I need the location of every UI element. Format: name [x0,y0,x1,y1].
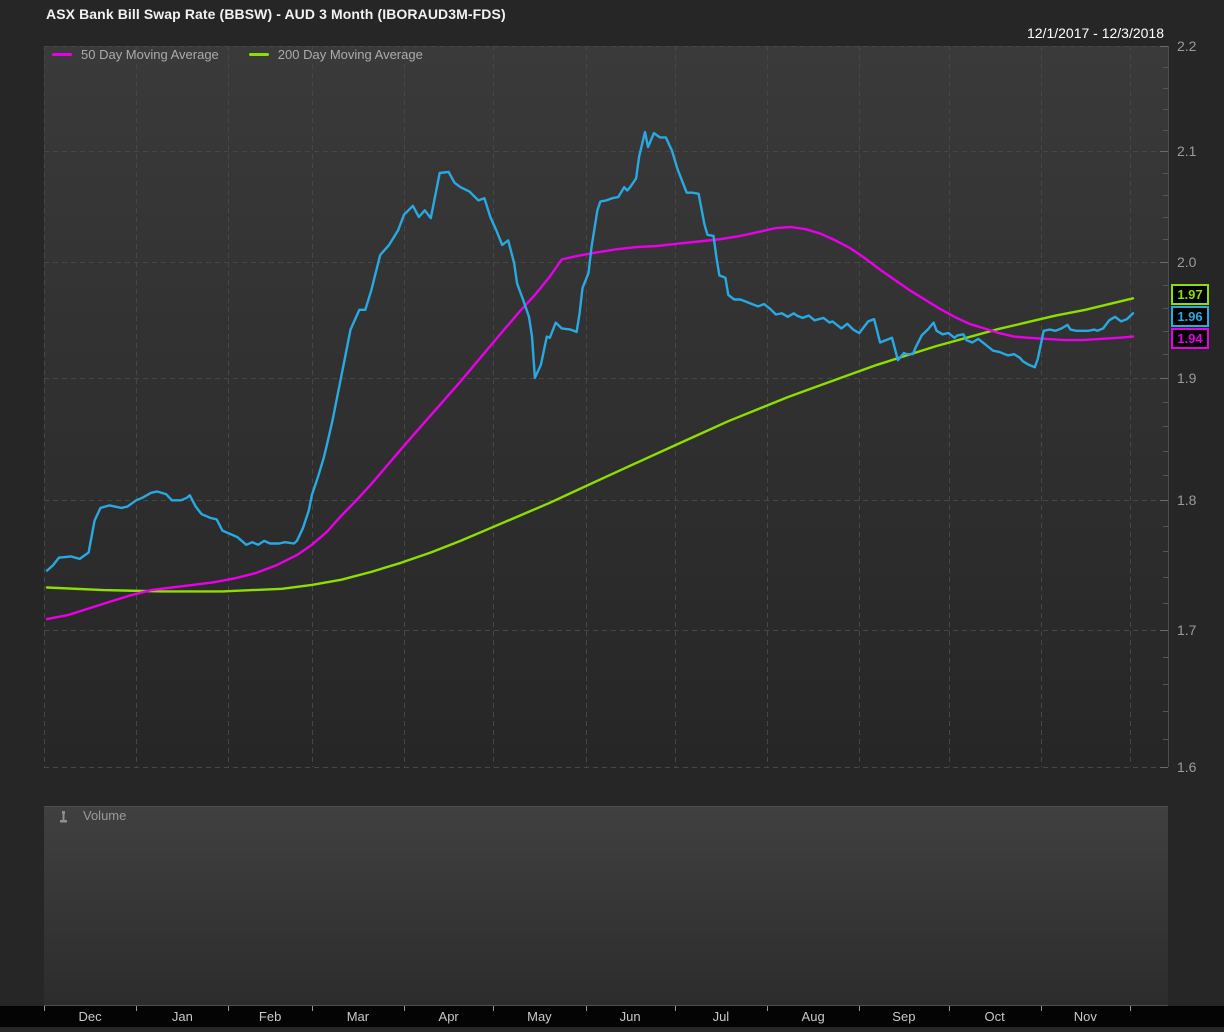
month-label-apr: Apr [438,1009,459,1024]
ma200-line-swatch-icon [248,53,269,56]
date-range-label: 12/1/2017 - 12/3/2018 [1026,25,1164,41]
month-label-oct: Oct [984,1009,1005,1024]
series-line-bbsw-aud-3-month [45,130,1135,572]
month-label-sep: Sep [892,1009,916,1024]
month-strip [0,1006,1224,1027]
last-value-box-50-day-moving-average: 1.94 [1171,328,1209,349]
legend-item-200dma: 200 Day Moving Average [248,47,423,62]
series-line-50-day-moving-average [45,225,1135,621]
month-label-dec: Dec [78,1009,102,1024]
month-label-aug: Aug [801,1009,825,1024]
month-label-mar: Mar [346,1009,370,1024]
page-title: ASX Bank Bill Swap Rate (BBSW) - AUD 3 M… [46,6,506,22]
legend: 50 Day Moving Average 200 Day Moving Ave… [52,47,423,62]
y-axis-label: 2.2 [1177,38,1197,54]
month-label-jan: Jan [171,1009,193,1024]
y-axis-label: 1.9 [1177,370,1197,386]
volume-plot-area[interactable] [44,806,1168,1006]
legend-item-50dma: 50 Day Moving Average [52,47,219,62]
y-axis-label: 2.1 [1177,143,1197,159]
y-axis-label: 1.8 [1177,492,1197,508]
month-label-jul: Jul [712,1009,730,1024]
ma50-line-swatch-icon [52,53,72,56]
y-axis-label: 2.0 [1177,254,1197,270]
month-label-jun: Jun [619,1009,641,1024]
legend-label-50dma: 50 Day Moving Average [81,47,219,62]
legend-label-200dma: 200 Day Moving Average [277,47,423,62]
month-label-may: May [527,1009,552,1024]
last-value-box-price: 1.96 [1171,306,1209,327]
price-plot-area[interactable] [44,46,1168,767]
y-axis-label: 1.6 [1177,759,1197,775]
gridlines [44,46,1169,768]
month-label-feb: Feb [258,1009,282,1024]
y-axis-label: 1.7 [1177,622,1197,638]
series-line-200-day-moving-average [45,297,1135,593]
volume-panel-title: Volume [83,808,127,823]
last-value-box-200-day-moving-average: 1.97 [1171,284,1209,305]
month-label-nov: Nov [1073,1009,1097,1024]
volume-tool-icon [60,811,67,823]
